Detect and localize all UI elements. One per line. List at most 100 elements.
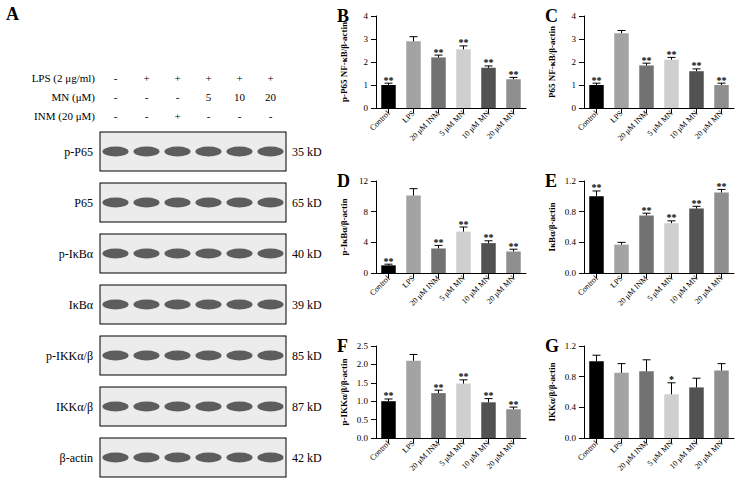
svg-text:20 μM INM: 20 μM INM [408,439,442,473]
svg-text:-: - [114,91,118,103]
svg-text:+: + [236,72,242,84]
svg-text:B: B [337,6,349,26]
svg-text:**: ** [484,232,494,243]
svg-text:E: E [545,171,557,191]
svg-text:**: ** [384,390,394,401]
svg-text:0.0: 0.0 [565,268,577,278]
svg-text:A: A [6,4,19,24]
svg-text:Control: Control [576,438,600,462]
svg-text:**: ** [384,75,394,86]
svg-text:p-IκBα/β-actin: p-IκBα/β-actin [339,199,349,256]
svg-text:20 μM INM: 20 μM INM [408,109,442,143]
svg-text:20: 20 [265,91,277,103]
svg-text:IκBα/β-actin: IκBα/β-actin [547,203,557,252]
svg-text:20 μM MN: 20 μM MN [693,274,725,306]
svg-text:4: 4 [572,11,577,21]
svg-text:LPS: LPS [401,274,417,290]
svg-text:**: ** [717,75,727,86]
svg-text:2.0: 2.0 [357,359,369,369]
svg-text:Control: Control [368,108,392,132]
svg-text:2.5: 2.5 [357,341,369,351]
svg-text:**: ** [434,237,444,248]
svg-text:+: + [174,110,180,122]
svg-text:p-IκBα: p-IκBα [59,247,94,261]
svg-text:3: 3 [572,34,577,44]
svg-text:**: ** [459,219,469,230]
svg-text:Control: Control [368,273,392,297]
svg-text:IKKα/β/β-actin: IKKα/β/β-actin [547,362,557,421]
svg-text:**: ** [384,256,394,267]
svg-text:**: ** [484,57,494,68]
svg-text:0: 0 [364,268,369,278]
svg-text:42 kD: 42 kD [292,451,322,465]
svg-text:+: + [267,72,273,84]
svg-text:4: 4 [364,237,369,247]
svg-text:20 μM INM: 20 μM INM [616,439,650,473]
svg-text:8: 8 [364,207,369,217]
svg-text:p-P65 NF-κB/β-actin: p-P65 NF-κB/β-actin [339,22,349,102]
svg-text:C: C [545,6,558,26]
svg-text:P65 NF-κB/β-actin: P65 NF-κB/β-actin [547,26,557,98]
svg-text:20 μM INM: 20 μM INM [616,109,650,143]
svg-text:INM (20 μM): INM (20 μM) [34,110,95,123]
svg-text:0.0: 0.0 [357,433,369,443]
svg-text:-: - [269,110,273,122]
svg-text:0.8: 0.8 [565,372,577,382]
svg-text:1.5: 1.5 [357,378,369,388]
svg-text:0.4: 0.4 [565,402,577,412]
svg-text:12: 12 [359,176,368,186]
svg-text:+: + [174,72,180,84]
svg-text:**: ** [459,37,469,48]
svg-text:Control: Control [576,108,600,132]
svg-text:p-P65: p-P65 [64,145,93,159]
svg-text:-: - [114,110,118,122]
svg-text:LPS: LPS [401,109,417,125]
svg-text:LPS (2 μg/ml): LPS (2 μg/ml) [32,72,96,85]
svg-text:**: ** [484,390,494,401]
svg-text:**: ** [592,75,602,86]
svg-text:LPS: LPS [401,439,417,455]
svg-text:0.8: 0.8 [565,207,577,217]
svg-text:*: * [669,374,674,385]
svg-text:-: - [145,110,149,122]
svg-text:+: + [205,72,211,84]
svg-text:-: - [145,91,149,103]
svg-text:2: 2 [364,57,369,67]
svg-text:-: - [238,110,242,122]
svg-text:IκBα: IκBα [69,298,94,312]
svg-text:0.0: 0.0 [565,433,577,443]
svg-text:5: 5 [206,91,212,103]
svg-text:IKKα/β: IKKα/β [56,400,93,414]
svg-text:0.4: 0.4 [565,237,577,247]
svg-text:**: ** [459,371,469,382]
svg-text:1.2: 1.2 [565,341,576,351]
svg-text:85 kD: 85 kD [292,349,322,363]
svg-text:-: - [114,72,118,84]
svg-text:LPS: LPS [609,109,625,125]
svg-text:G: G [545,336,559,356]
svg-text:+: + [143,72,149,84]
svg-text:1.0: 1.0 [357,396,369,406]
svg-text:4: 4 [364,11,369,21]
svg-text:20 μM MN: 20 μM MN [485,439,517,471]
svg-text:P65: P65 [74,196,93,210]
svg-text:20 μM MN: 20 μM MN [485,274,517,306]
svg-text:**: ** [667,49,677,60]
svg-text:1: 1 [572,80,577,90]
svg-text:MN (μM): MN (μM) [52,91,96,104]
svg-text:-: - [207,110,211,122]
svg-text:LPS: LPS [609,439,625,455]
svg-text:20 μM MN: 20 μM MN [693,439,725,471]
svg-text:0: 0 [364,103,369,113]
svg-text:**: ** [667,212,677,223]
svg-text:F: F [337,336,348,356]
svg-text:p-IKKα/β/β-actin: p-IKKα/β/β-actin [339,358,349,425]
svg-text:20 μM INM: 20 μM INM [616,274,650,308]
svg-text:Control: Control [368,438,392,462]
svg-text:-: - [176,91,180,103]
svg-text:35 kD: 35 kD [292,145,322,159]
svg-text:10: 10 [234,91,246,103]
svg-text:2: 2 [572,57,577,67]
svg-text:**: ** [509,241,519,252]
svg-text:**: ** [717,181,727,192]
